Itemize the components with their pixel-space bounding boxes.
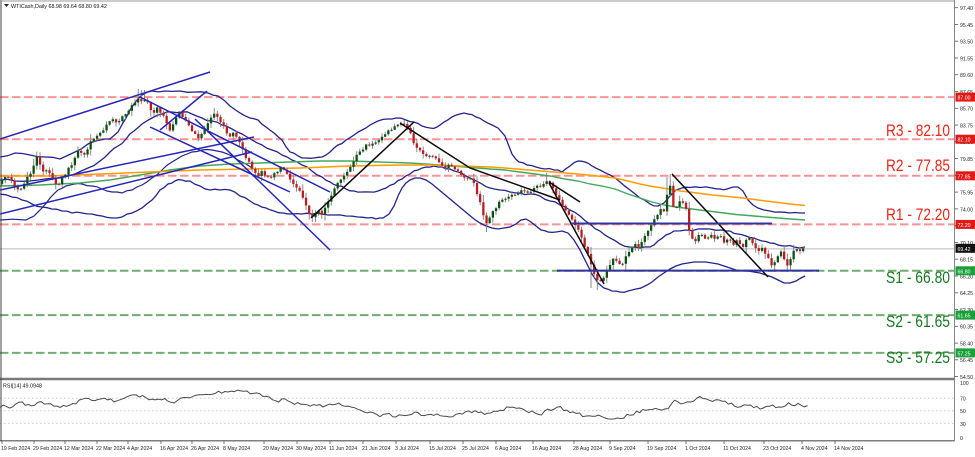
svg-text:60.35: 60.35	[960, 325, 973, 331]
svg-text:89.60: 89.60	[960, 73, 973, 79]
svg-text:77.85: 77.85	[958, 174, 971, 180]
svg-text:S1 - 66.80: S1 - 66.80	[886, 268, 950, 287]
svg-text:R3 - 82.10: R3 - 82.10	[886, 121, 950, 140]
svg-text:66.80: 66.80	[958, 269, 971, 275]
svg-text:30: 30	[960, 422, 966, 428]
svg-text:93.50: 93.50	[960, 40, 973, 46]
svg-text:58.40: 58.40	[960, 342, 973, 348]
svg-text:87.00: 87.00	[958, 96, 971, 102]
svg-text:3 Jul 2024: 3 Jul 2024	[395, 446, 419, 452]
svg-text:61.65: 61.65	[958, 314, 971, 320]
svg-text:20 May 2024: 20 May 2024	[263, 446, 293, 452]
svg-text:70: 70	[960, 397, 966, 403]
svg-text:83.75: 83.75	[960, 124, 973, 130]
svg-text:54.50: 54.50	[960, 375, 973, 381]
svg-text:WTICash,Daily 68.98 69.64 68.: WTICash,Daily 68.98 69.64 68.80 69.42	[11, 4, 107, 10]
svg-text:22 Mar 2024: 22 Mar 2024	[96, 446, 125, 452]
svg-text:S3 - 57.25: S3 - 57.25	[886, 348, 950, 367]
svg-text:68.15: 68.15	[960, 258, 973, 264]
svg-text:11 Oct 2024: 11 Oct 2024	[723, 446, 751, 452]
svg-text:R2 - 77.85: R2 - 77.85	[886, 156, 950, 175]
svg-text:25 Jul 2024: 25 Jul 2024	[462, 446, 489, 452]
svg-text:4 Nov 2024: 4 Nov 2024	[801, 446, 828, 452]
svg-text:12 Mar 2024: 12 Mar 2024	[64, 446, 93, 452]
svg-text:28 Aug 2024: 28 Aug 2024	[573, 446, 602, 452]
svg-text:30 May 2024: 30 May 2024	[296, 446, 326, 452]
svg-text:69.42: 69.42	[958, 247, 971, 253]
svg-text:72.20: 72.20	[958, 223, 971, 229]
svg-text:26 Apr 2024: 26 Apr 2024	[191, 446, 219, 452]
svg-text:56.45: 56.45	[960, 358, 973, 364]
svg-text:1 Oct 2024: 1 Oct 2024	[685, 446, 710, 452]
svg-text:23 Oct 2024: 23 Oct 2024	[763, 446, 791, 452]
svg-text:RSI[14] 49.0948: RSI[14] 49.0948	[3, 384, 42, 390]
svg-text:6 Aug 2024: 6 Aug 2024	[495, 446, 521, 452]
svg-text:19 Sep 2024: 19 Sep 2024	[647, 446, 677, 452]
svg-text:85.70: 85.70	[960, 107, 973, 113]
svg-text:11 Jun 2024: 11 Jun 2024	[329, 446, 357, 452]
svg-text:79.85: 79.85	[960, 157, 973, 163]
svg-text:97.40: 97.40	[960, 6, 973, 12]
svg-text:0: 0	[960, 436, 963, 442]
svg-text:95.45: 95.45	[960, 23, 973, 29]
svg-text:9 Sep 2024: 9 Sep 2024	[609, 446, 636, 452]
svg-text:16 Apr 2024: 16 Apr 2024	[160, 446, 188, 452]
svg-text:16 Aug 2024: 16 Aug 2024	[532, 446, 561, 452]
svg-text:19 Feb 2024: 19 Feb 2024	[1, 446, 30, 452]
svg-text:100: 100	[960, 381, 969, 387]
svg-text:8 May 2024: 8 May 2024	[223, 446, 250, 452]
svg-text:74.00: 74.00	[960, 207, 973, 213]
svg-text:64.25: 64.25	[960, 291, 973, 297]
svg-text:91.55: 91.55	[960, 56, 973, 62]
svg-text:S2 - 61.65: S2 - 61.65	[886, 312, 950, 331]
svg-text:82.10: 82.10	[958, 138, 971, 144]
svg-text:4 Apr 2024: 4 Apr 2024	[127, 446, 152, 452]
svg-text:14 Nov 2024: 14 Nov 2024	[834, 446, 864, 452]
svg-text:57.25: 57.25	[958, 351, 971, 357]
svg-text:29 Feb 2024: 29 Feb 2024	[33, 446, 62, 452]
svg-text:15 Jul 2024: 15 Jul 2024	[429, 446, 456, 452]
svg-text:R1 - 72.20: R1 - 72.20	[886, 205, 950, 224]
svg-text:50: 50	[960, 409, 966, 415]
svg-text:75.95: 75.95	[960, 191, 973, 197]
svg-text:21 Jun 2024: 21 Jun 2024	[362, 446, 391, 452]
